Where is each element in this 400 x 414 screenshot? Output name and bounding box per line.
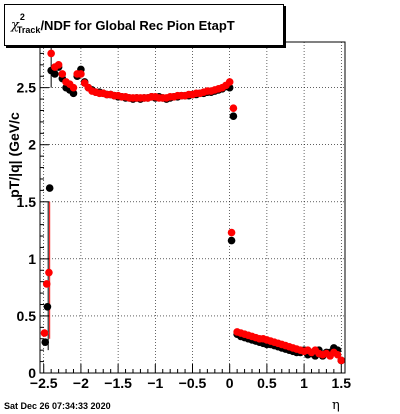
y-axis-ticks: 0 0.5 1 1.5 2 2.5 xyxy=(17,52,49,381)
data-point xyxy=(69,83,78,92)
x-tick-label: −2.5 xyxy=(30,375,58,391)
data-point xyxy=(41,338,50,346)
data-point xyxy=(42,280,51,288)
x-axis-label: η xyxy=(332,398,340,413)
x-tick-label: 0.5 xyxy=(257,375,277,391)
series-1 xyxy=(41,63,346,365)
x-tick-label: 1 xyxy=(300,375,308,391)
footer-date: Sat Dec 26 07:34:33 2020 xyxy=(4,401,111,411)
x-tick-label: −1 xyxy=(147,375,163,391)
data-point xyxy=(47,49,55,58)
data-point xyxy=(229,104,238,112)
data-point xyxy=(45,184,54,192)
data-point xyxy=(43,303,52,311)
data-point xyxy=(225,78,234,86)
x-tick-label: −0.5 xyxy=(179,375,207,391)
x-tick-label: −1.5 xyxy=(104,375,132,391)
data-point xyxy=(229,112,238,120)
title-text: /NDF for Global Rec Pion EtapT xyxy=(40,17,235,33)
title-subscript: Track xyxy=(16,25,41,35)
data-point xyxy=(77,70,85,78)
y-tick-label: 0.5 xyxy=(17,308,37,324)
title-superscript: 2 xyxy=(19,12,25,22)
y-axis-label: pT/|q| (GeV/c xyxy=(6,112,22,198)
y-tick-label: 2 xyxy=(28,137,36,153)
data-point xyxy=(227,236,236,245)
data-point xyxy=(54,61,63,69)
data-series xyxy=(40,49,346,365)
data-point xyxy=(333,350,342,359)
y-tick-label: 1 xyxy=(28,251,36,267)
series-2 xyxy=(40,49,346,365)
data-point xyxy=(227,228,236,237)
data-point xyxy=(58,70,67,78)
x-tick-label: −2 xyxy=(73,375,89,391)
x-tick-label: 0 xyxy=(226,375,234,391)
data-point xyxy=(337,356,346,365)
y-tick-label: 2.5 xyxy=(17,80,37,96)
grid-lines xyxy=(40,42,345,373)
y-tick-label: 1.5 xyxy=(17,194,37,210)
data-point xyxy=(51,70,59,78)
chi-symbol: χ xyxy=(11,17,19,33)
x-axis-ticks: −2.5 −2 −1.5 −1 −0.5 0 0.5 1 1.5 xyxy=(30,364,351,391)
x-tick-label: 1.5 xyxy=(332,375,352,391)
chart-title: χ 2 Track/NDF for Global Rec Pion EtapT xyxy=(4,4,284,46)
data-point xyxy=(45,268,53,277)
data-point xyxy=(40,329,49,337)
data-point xyxy=(69,89,78,98)
y-tick-label: 0 xyxy=(28,365,36,381)
